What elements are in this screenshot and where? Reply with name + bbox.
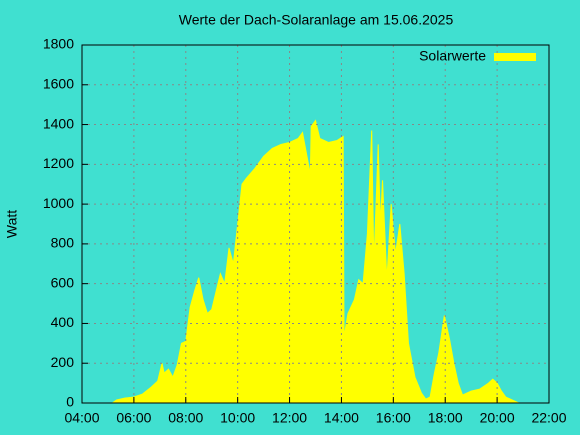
x-tick-label: 04:00 (64, 410, 99, 426)
y-tick-label: 0 (66, 394, 74, 410)
y-tick-label: 400 (51, 314, 75, 330)
y-tick-label: 200 (51, 354, 75, 370)
x-tick-label: 18:00 (428, 410, 463, 426)
y-tick-label: 1800 (43, 36, 74, 52)
legend-label: Solarwerte (419, 48, 486, 64)
x-tick-label: 22:00 (531, 410, 566, 426)
x-tick-label: 16:00 (376, 410, 411, 426)
y-axis-label: Watt (4, 210, 20, 238)
x-tick-label: 14:00 (324, 410, 359, 426)
y-tick-label: 1600 (43, 75, 74, 91)
legend-swatch (494, 53, 536, 61)
y-tick-label: 600 (51, 274, 75, 290)
y-tick-label: 800 (51, 235, 75, 251)
x-tick-label: 10:00 (220, 410, 255, 426)
area (110, 119, 519, 404)
y-tick-label: 1400 (43, 115, 74, 131)
x-tick-label: 20:00 (480, 410, 515, 426)
chart-title: Werte der Dach-Solaranlage am 15.06.2025 (179, 12, 454, 28)
x-tick-label: 06:00 (116, 410, 151, 426)
plot-border (81, 44, 550, 404)
x-tick-label: 08:00 (168, 410, 203, 426)
y-tick-label: 1200 (43, 155, 74, 171)
x-tick-label: 12:00 (272, 410, 307, 426)
y-tick-label: 1000 (43, 195, 74, 211)
